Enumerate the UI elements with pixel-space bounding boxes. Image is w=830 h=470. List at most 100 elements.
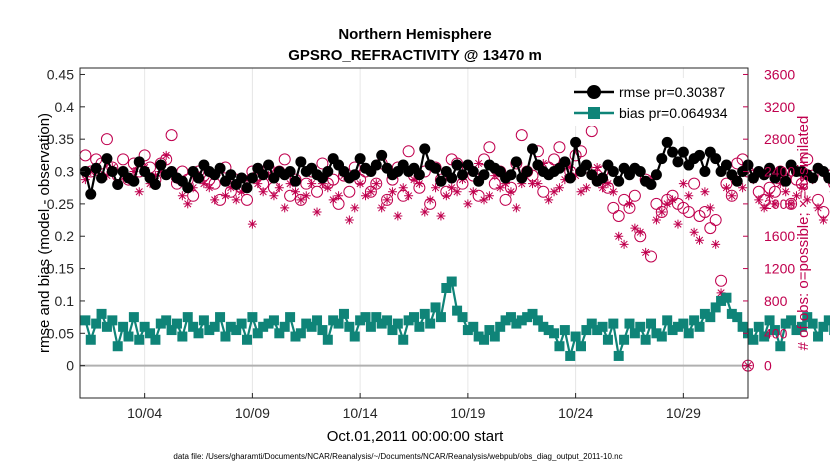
rmse-point: [133, 156, 145, 168]
bias-point: [312, 315, 323, 326]
bias-point: [511, 318, 522, 329]
bias-point: [764, 315, 775, 326]
rmse-point: [597, 172, 609, 184]
rmse-point: [446, 172, 458, 184]
obs-assimilated-point: [614, 231, 624, 241]
legend-rmse-label: rmse pr=0.30387: [619, 84, 725, 100]
bias-point: [123, 331, 134, 342]
obs-possible-point: [117, 153, 130, 166]
bias-point: [290, 331, 301, 342]
obs-possible-point: [682, 205, 695, 218]
obs-assimilated-point: [371, 179, 381, 189]
bias-point: [786, 315, 797, 326]
bias-point: [592, 325, 603, 336]
obs-assimilated-point: [598, 183, 608, 193]
obs-assimilated-point: [544, 195, 554, 205]
obs-possible-point: [655, 205, 668, 218]
obs-assimilated-point: [404, 191, 414, 201]
rmse-point: [467, 166, 479, 178]
bias-point: [796, 321, 807, 332]
bias-point: [726, 308, 737, 319]
obs-assimilated-point: [414, 179, 424, 189]
bias-point: [495, 321, 506, 332]
rmse-point: [322, 166, 334, 178]
obs-assimilated-point: [301, 191, 311, 201]
bias-point: [457, 312, 468, 323]
y2-tick-label: 400: [764, 325, 788, 341]
rmse-point: [295, 156, 307, 168]
obs-assimilated-point: [538, 158, 548, 168]
obs-assimilated-point: [479, 195, 489, 205]
y2-axis-label: # of obs: o=possible; ×=assimilated: [795, 116, 812, 351]
bias-point: [559, 325, 570, 336]
obs-assimilated-point: [695, 235, 705, 245]
bias-point: [285, 312, 296, 323]
bias-point: [166, 325, 177, 336]
y2-tick-label: 0: [764, 358, 772, 374]
obs-assimilated-point: [770, 199, 780, 209]
y-axis-label: rmse and bias (model - observation): [36, 113, 53, 353]
bias-point: [236, 318, 247, 329]
obs-assimilated-point: [818, 215, 828, 225]
obs-possible-point: [483, 141, 496, 154]
bias-point: [807, 318, 818, 329]
y-tick-label: 0.35: [47, 131, 74, 147]
obs-assimilated-point: [220, 191, 230, 201]
obs-assimilated-point: [366, 187, 376, 197]
bias-point: [80, 315, 91, 326]
rmse-point: [85, 188, 97, 200]
obs-assimilated-point: [738, 183, 748, 193]
obs-assimilated-point: [786, 199, 796, 209]
bias-point: [565, 350, 576, 361]
x-tick-label: 10/19: [450, 405, 485, 421]
rmse-point: [764, 162, 776, 174]
bias-point: [473, 331, 484, 342]
obs-assimilated-point: [511, 203, 521, 213]
obs-assimilated-point: [549, 187, 559, 197]
bias-point: [462, 325, 473, 336]
obs-possible-point: [785, 197, 798, 210]
bias-point: [613, 350, 624, 361]
rmse-point: [419, 143, 431, 155]
bias-point: [392, 318, 403, 329]
bias-point: [678, 318, 689, 329]
obs-assimilated-point: [382, 195, 392, 205]
rmse-point: [505, 169, 517, 181]
rmse-point: [823, 172, 830, 184]
obs-assimilated-point: [361, 191, 371, 201]
bias-point: [452, 305, 463, 316]
rmse-point: [257, 169, 269, 181]
obs-assimilated-point: [280, 203, 290, 213]
rmse-point: [564, 172, 576, 184]
obs-assimilated-point: [802, 195, 812, 205]
bias-point: [209, 321, 220, 332]
rmse-point: [284, 166, 296, 178]
bias-point: [247, 312, 258, 323]
x-axis-label: Oct.01,2011 00:00:00 start: [327, 428, 504, 445]
bias-point: [387, 325, 398, 336]
bias-point: [759, 331, 770, 342]
rmse-series: [79, 136, 830, 200]
obs-assimilated-point: [258, 187, 268, 197]
obs-assimilated-point: [603, 179, 613, 189]
rmse-point: [349, 169, 361, 181]
bias-point: [258, 321, 269, 332]
bias-point: [549, 328, 560, 339]
obs-assimilated-point: [775, 179, 785, 189]
bias-point: [586, 318, 597, 329]
obs-possible-point: [709, 214, 722, 227]
bias-point: [468, 321, 479, 332]
rmse-point: [289, 175, 301, 187]
rmse-point: [661, 136, 673, 148]
obs-assimilated-point: [242, 175, 252, 185]
bias-point: [748, 334, 759, 345]
bias-point: [683, 328, 694, 339]
bias-point: [268, 315, 279, 326]
obs-assimilated-point: [355, 179, 365, 189]
bias-point: [732, 312, 743, 323]
rmse-point: [241, 182, 253, 194]
x-tick-label: 10/24: [558, 405, 593, 421]
bias-point: [328, 315, 339, 326]
bias-point: [527, 308, 538, 319]
obs-assimilated-point: [684, 191, 694, 201]
